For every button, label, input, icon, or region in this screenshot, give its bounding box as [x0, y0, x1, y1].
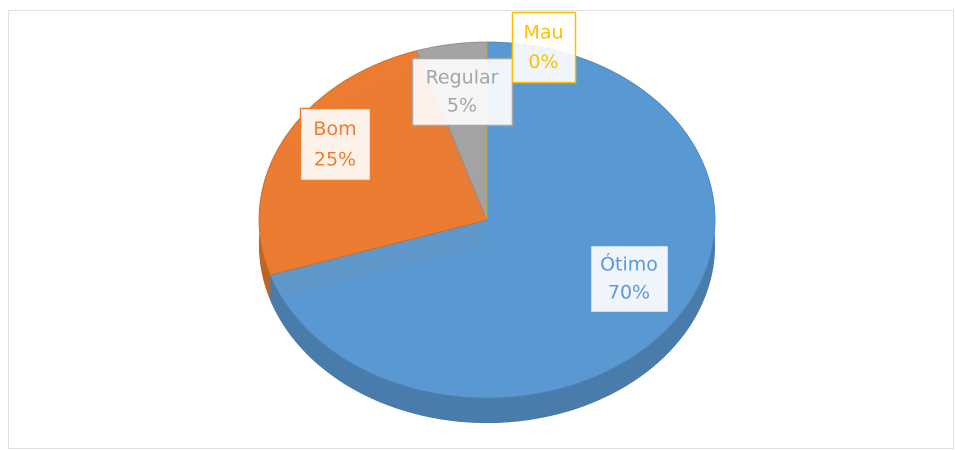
data-label: Regular 5% [411, 57, 514, 127]
data-label-category: Regular [426, 67, 499, 89]
data-label: Ótimo 70% [589, 244, 670, 314]
data-label-box [511, 11, 577, 84]
data-label-box [411, 57, 514, 127]
data-label: Mau 0% [511, 11, 577, 84]
data-label: Bom 25% [299, 107, 372, 182]
data-label-box [299, 107, 372, 182]
data-label-value: 70% [608, 282, 650, 304]
data-label-category: Mau [523, 22, 563, 44]
data-label-value: 0% [528, 51, 558, 73]
data-label-value: 25% [314, 148, 356, 170]
data-label-category: Ótimo [600, 252, 658, 276]
data-label-value: 5% [447, 95, 477, 117]
data-label-box [589, 244, 670, 314]
data-label-category: Bom [313, 118, 356, 140]
